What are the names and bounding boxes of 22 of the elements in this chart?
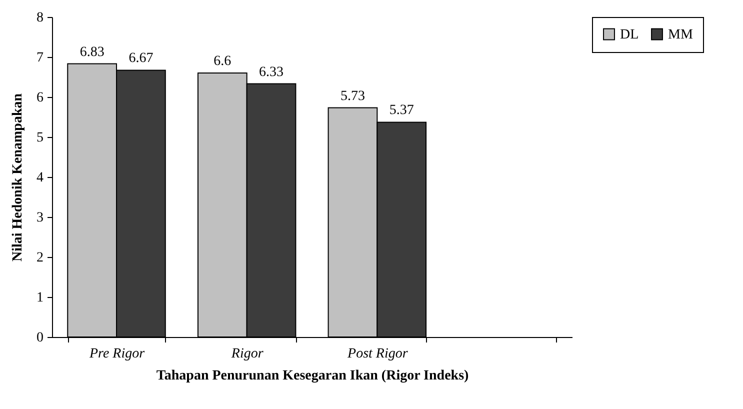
y-tick-label: 5 [36, 130, 44, 146]
data-label: 6.83 [80, 44, 104, 60]
y-tick-label: 4 [36, 170, 44, 186]
x-tick-label: Pre Rigor [88, 346, 146, 362]
x-axis-title: Tahapan Penurunan Kesegaran Ikan (Rigor Indeks) [156, 368, 470, 384]
data-label: 5.73 [340, 88, 365, 104]
y-tick-label: 7 [36, 50, 44, 66]
y-tick-label: 8 [36, 10, 44, 26]
data-label: 6.33 [259, 64, 284, 80]
y-tick-label: 0 [36, 330, 44, 346]
y-tick-label: 1 [36, 290, 44, 306]
legend-label: DL [620, 27, 639, 42]
y-tick-label: 6 [36, 90, 44, 106]
y-axis-title: Nilai Hedonik Kenampakan [10, 93, 26, 262]
x-tick-label: Post Rigor [346, 346, 408, 362]
data-label: 5.37 [389, 103, 414, 118]
data-label: 6.6 [214, 54, 232, 69]
legend-label: MM [668, 27, 694, 42]
data-label: 6.67 [128, 51, 154, 66]
x-tick-label: Rigor [230, 346, 264, 362]
y-tick-label: 2 [36, 250, 44, 266]
y-tick-label: 3 [36, 210, 44, 226]
